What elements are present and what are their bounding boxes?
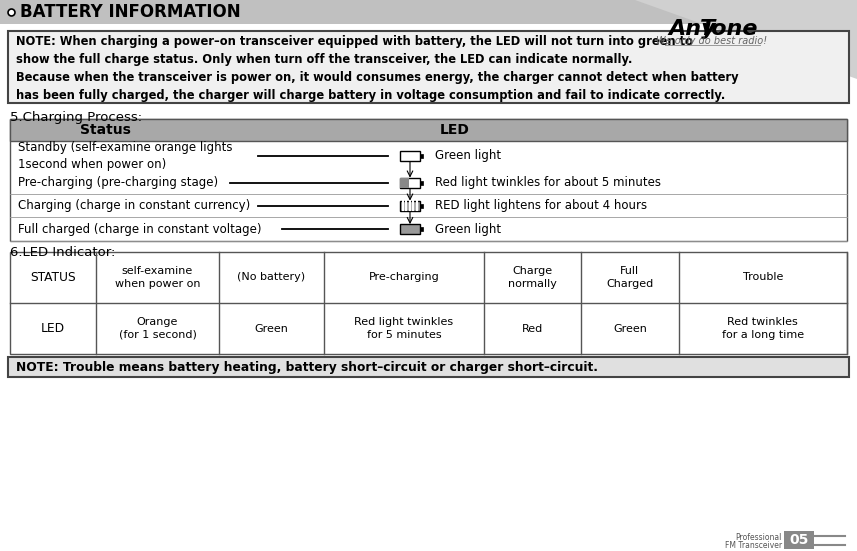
Text: NOTE: When charging a power–on transceiver equipped with battery, the LED will n: NOTE: When charging a power–on transceiv… xyxy=(16,35,739,102)
Text: Tone: Tone xyxy=(700,19,758,39)
Text: Orange
(for 1 second): Orange (for 1 second) xyxy=(118,317,196,340)
Text: self-examine
when power on: self-examine when power on xyxy=(115,266,201,289)
Text: Pre-charging (pre-charging stage): Pre-charging (pre-charging stage) xyxy=(18,176,219,189)
Text: Red twinkles
for a long time: Red twinkles for a long time xyxy=(722,317,804,340)
Bar xyxy=(10,119,847,241)
Text: LED: LED xyxy=(41,322,65,335)
Text: Status: Status xyxy=(80,123,131,137)
Bar xyxy=(8,31,849,103)
Text: Green light: Green light xyxy=(435,149,501,163)
Text: Charge
normally: Charge normally xyxy=(508,266,557,289)
Text: Green light: Green light xyxy=(435,223,501,235)
Text: STATUS: STATUS xyxy=(30,271,75,284)
Text: 5.Charging Process:: 5.Charging Process: xyxy=(10,111,142,124)
Text: Full
Charged: Full Charged xyxy=(606,266,654,289)
Text: (No battery): (No battery) xyxy=(237,273,306,283)
Bar xyxy=(10,119,847,141)
Text: 05: 05 xyxy=(789,533,809,547)
Bar xyxy=(420,203,423,208)
Text: Red: Red xyxy=(522,323,543,333)
Text: Red light twinkles
for 5 minutes: Red light twinkles for 5 minutes xyxy=(354,317,453,340)
Bar xyxy=(0,0,857,24)
Bar xyxy=(400,224,420,234)
Text: Full charged (charge in constant voltage): Full charged (charge in constant voltage… xyxy=(18,223,261,235)
Text: Green: Green xyxy=(255,323,289,333)
Text: Trouble: Trouble xyxy=(742,273,783,283)
Bar xyxy=(400,151,420,161)
Text: We only do best radio!: We only do best radio! xyxy=(656,36,768,46)
Bar xyxy=(784,531,814,549)
Text: 6.LED Indicator:: 6.LED Indicator: xyxy=(10,246,116,259)
Bar xyxy=(10,252,847,354)
Text: Any: Any xyxy=(668,19,716,39)
Text: BATTERY INFORMATION: BATTERY INFORMATION xyxy=(20,3,241,21)
Polygon shape xyxy=(635,0,857,79)
Text: Professional: Professional xyxy=(735,533,782,543)
Text: FM Transceiver: FM Transceiver xyxy=(725,542,782,550)
Text: Standby (self-examine orange lights
1second when power on): Standby (self-examine orange lights 1sec… xyxy=(18,141,232,171)
Bar xyxy=(420,227,423,231)
Bar xyxy=(400,177,409,187)
Bar xyxy=(400,201,420,210)
Bar xyxy=(420,181,423,185)
Text: Red light twinkles for about 5 minutes: Red light twinkles for about 5 minutes xyxy=(435,176,661,189)
Text: RED light lightens for about 4 hours: RED light lightens for about 4 hours xyxy=(435,199,647,212)
Bar xyxy=(400,177,420,187)
Text: LED: LED xyxy=(440,123,470,137)
Text: Charging (charge in constant currency): Charging (charge in constant currency) xyxy=(18,199,250,212)
Text: Green: Green xyxy=(613,323,647,333)
Bar xyxy=(420,154,423,158)
Text: NOTE: Trouble means battery heating, battery short–circuit or charger short–circ: NOTE: Trouble means battery heating, bat… xyxy=(16,360,598,374)
Bar xyxy=(8,357,849,377)
Text: Pre-charging: Pre-charging xyxy=(369,273,440,283)
